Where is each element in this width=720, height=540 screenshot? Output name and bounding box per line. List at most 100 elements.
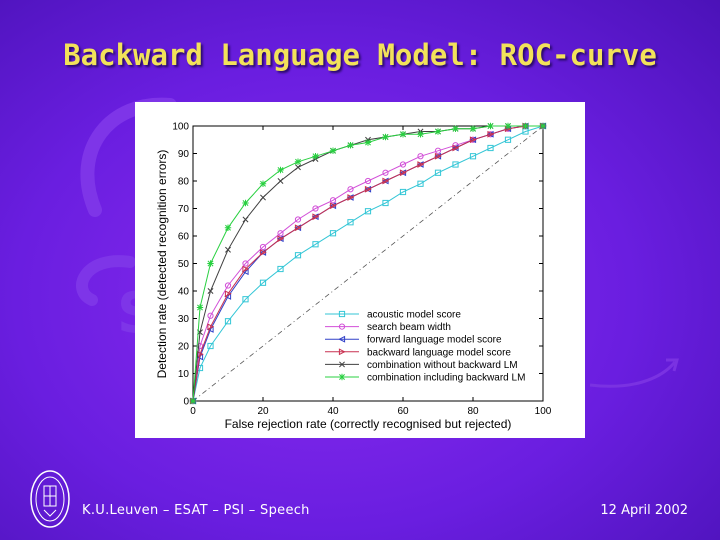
legend-marker: [339, 361, 345, 368]
chart-series-layer: [189, 122, 547, 405]
y-tick-label: 40: [178, 287, 190, 298]
series-point: [259, 180, 267, 187]
y-tick-label: 90: [178, 149, 190, 160]
series-point: [347, 219, 354, 226]
legend-entry: combination including backward LM: [325, 373, 525, 384]
legend-entry: acoustic model score: [325, 310, 461, 321]
series-point: [312, 205, 319, 212]
series-point: [364, 185, 372, 193]
series-point: [329, 230, 337, 237]
y-tick-label: 70: [178, 204, 190, 215]
legend-entry: backward language model score: [325, 347, 511, 358]
footer-date: 12 April 2002: [600, 503, 688, 518]
series-point: [242, 216, 249, 223]
series-point: [207, 260, 214, 267]
series-point: [207, 312, 214, 319]
x-tick-label: 80: [467, 406, 479, 417]
series-point: [434, 128, 442, 135]
y-tick-label: 100: [172, 122, 189, 133]
legend-marker: [338, 348, 346, 356]
legend-marker: [338, 310, 346, 318]
series-point: [347, 194, 355, 201]
series-point: [295, 164, 301, 171]
series-point: [242, 265, 250, 273]
chart-panel: 0 20 40 60 80 100 0 10 20 30 40 50 60 70 80 90 100 acous…: [135, 102, 585, 438]
y-tick-label: 80: [178, 177, 190, 188]
university-seal-icon: [30, 470, 70, 528]
series-point: [242, 199, 249, 207]
y-axis-label: Detection rate (detected recognition err…: [155, 150, 169, 379]
series-line: [192, 125, 544, 402]
series-point: [469, 125, 477, 132]
series-point: [224, 318, 232, 325]
series-point: [399, 131, 407, 138]
legend-entry: combination without backward LM: [325, 360, 518, 371]
footer-affiliation: K.U.Leuven – ESAT – PSI – Speech: [82, 503, 310, 518]
series-point: [277, 265, 284, 273]
x-tick-label: 20: [257, 406, 269, 417]
x-tick-label: 0: [190, 406, 196, 417]
series-point: [399, 161, 407, 168]
series-point: [312, 213, 320, 221]
legend-label: acoustic model score: [367, 310, 461, 321]
series-point: [469, 153, 477, 160]
series-4: [189, 122, 547, 405]
series-6: [189, 122, 547, 405]
series-point: [259, 279, 267, 286]
series-point: [277, 178, 284, 184]
series-point: [347, 142, 354, 149]
legend-entry: search beam width: [325, 322, 451, 333]
legend-marker: [338, 335, 346, 343]
legend-entry: forward language model score: [325, 335, 502, 346]
series-point: [469, 136, 477, 144]
series-point: [504, 136, 512, 143]
series-line: [192, 125, 543, 402]
x-tick-label: 60: [397, 406, 409, 417]
series-point: [294, 252, 302, 259]
series-point: [312, 153, 319, 160]
series-point: [196, 304, 204, 311]
slide-title: Backward Language Model: ROC-curve: [63, 38, 657, 72]
diagonal-reference-line: [192, 125, 544, 402]
series-point: [329, 197, 337, 204]
series-point: [452, 144, 460, 152]
legend-label: forward language model score: [367, 335, 502, 346]
legend-label: combination including backward LM: [367, 373, 525, 384]
series-point: [260, 194, 266, 201]
series-point: [522, 122, 529, 130]
series-point: [294, 158, 302, 165]
series-point: [207, 342, 214, 350]
series-point: [434, 147, 442, 154]
series-point: [417, 131, 424, 138]
legend-label: backward language model score: [367, 347, 511, 358]
series-point: [207, 288, 214, 294]
series-point: [434, 152, 442, 160]
series-point: [434, 169, 442, 176]
series-point: [504, 122, 512, 130]
legend-marker: [338, 373, 346, 381]
series-line: [192, 125, 543, 402]
series-point: [224, 282, 232, 289]
y-tick-label: 0: [183, 397, 189, 408]
y-tick-label: 20: [178, 342, 190, 353]
y-tick-label: 30: [178, 314, 190, 325]
series-point: [487, 144, 494, 152]
series-point: [399, 188, 407, 196]
series-point: [452, 161, 459, 168]
series-point: [189, 397, 197, 405]
series-point: [487, 130, 495, 138]
series-point: [539, 122, 547, 130]
series-point: [242, 296, 249, 303]
y-tick-label: 60: [178, 232, 190, 243]
series-point: [242, 260, 249, 267]
series-point: [399, 169, 407, 177]
series-point: [329, 147, 337, 154]
series-point: [225, 246, 231, 253]
x-tick-label: 40: [327, 406, 339, 417]
series-point: [277, 166, 284, 174]
series-point: [224, 224, 232, 231]
roc-chart: 0 20 40 60 80 100 0 10 20 30 40 50 60 70 80 90 100 acous…: [155, 122, 552, 432]
series-point: [259, 243, 267, 251]
series-point: [417, 153, 424, 160]
